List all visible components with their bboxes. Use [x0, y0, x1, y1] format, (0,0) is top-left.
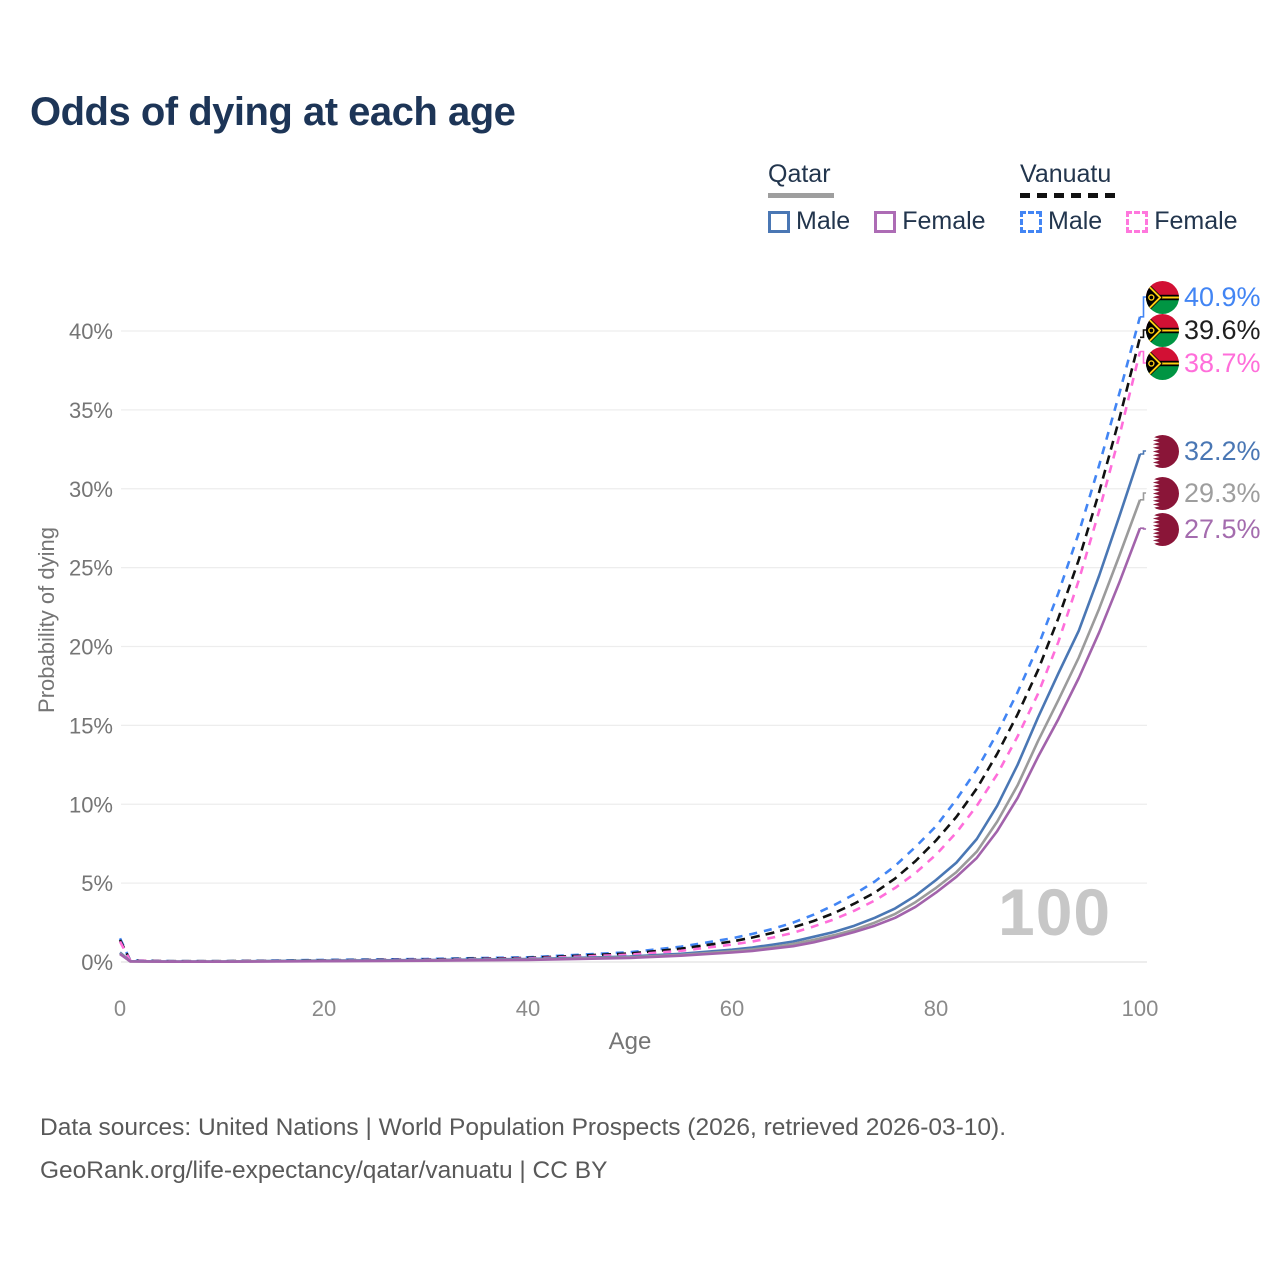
source-line-1: Data sources: United Nations | World Pop… [40, 1114, 1007, 1141]
legend-label-qatar-female: Female [902, 207, 986, 235]
y-tick-5: 5% [81, 871, 113, 896]
end-label-vanuatu-both: 39.6% [1146, 313, 1261, 347]
end-label-qatar-female: 27.5% [1146, 512, 1261, 546]
x-tick-100: 100 [1122, 996, 1159, 1021]
value-vanuatu-female: 38.7% [1184, 347, 1261, 378]
connector-qatar-male [1140, 450, 1147, 455]
source-line-2: GeoRank.org/life-expectancy/qatar/vanuat… [40, 1157, 608, 1184]
y-tick-40: 40% [69, 319, 113, 344]
connector-vanuatu-male [1140, 296, 1147, 318]
value-qatar-both: 29.3% [1184, 477, 1261, 508]
vanuatu-flag-icon [1146, 280, 1179, 314]
x-tick-20: 20 [312, 996, 336, 1021]
series-qatar-female [119, 527, 1142, 963]
connector-qatar-both-sexes [1140, 492, 1147, 501]
y-tick-20: 20% [69, 635, 113, 660]
page-title: Odds of dying at each age [30, 90, 516, 134]
vanuatu-both-sexes-line-swatch [1020, 193, 1116, 198]
vanuatu-flag-icon [1146, 346, 1179, 380]
value-qatar-female: 27.5% [1184, 513, 1261, 544]
legend-label-vanuatu-female: Female [1154, 207, 1238, 235]
x-tick-0: 0 [114, 996, 126, 1021]
legend-item-qatar-male[interactable]: Male [768, 207, 850, 236]
y-tick-25: 25% [69, 556, 113, 581]
legend-label-vanuatu-male: Male [1048, 207, 1103, 235]
end-label-qatar-male: 32.2% [1146, 434, 1261, 468]
legend-item-vanuatu-male[interactable]: Male [1020, 207, 1102, 236]
value-vanuatu-both: 39.6% [1184, 314, 1261, 345]
value-vanuatu-male: 40.9% [1184, 281, 1261, 312]
qatar-both-sexes-line-swatch [768, 193, 834, 198]
vanuatu-male-swatch [1020, 210, 1042, 233]
legend-item-qatar-female[interactable]: Female [874, 207, 986, 236]
x-tick-60: 60 [720, 996, 744, 1021]
legend-group-vanuatu: Vanuatu Male Female [1020, 160, 1238, 236]
series-vanuatu-both-sexes [118, 336, 1142, 963]
age-watermark: 100 [998, 875, 1112, 949]
vanuatu-flag-icon [1146, 313, 1179, 347]
connector-qatar-female [1140, 527, 1147, 530]
series-qatar-male [119, 453, 1142, 963]
value-qatar-male: 32.2% [1184, 435, 1261, 466]
legend-country-qatar: Qatar [768, 160, 831, 188]
series-vanuatu-male [118, 316, 1142, 963]
end-label-qatar-both: 29.3% [1146, 476, 1261, 510]
series-qatar-both-sexes [119, 499, 1142, 963]
x-tick-40: 40 [516, 996, 540, 1021]
vanuatu-female-swatch [1126, 210, 1149, 233]
data-source-note: Data sources: United Nations | World Pop… [40, 1106, 1006, 1192]
y-tick-35: 35% [69, 398, 113, 423]
connector-vanuatu-both-sexes [1140, 329, 1147, 339]
qatar-flag-icon [1146, 512, 1179, 546]
legend-label-qatar-male: Male [796, 207, 851, 235]
connector-vanuatu-female [1140, 350, 1147, 364]
y-tick-10: 10% [69, 792, 113, 817]
qatar-flag-icon [1146, 476, 1179, 510]
legend-group-qatar: Qatar Male Female [768, 160, 986, 236]
legend-country-vanuatu: Vanuatu [1020, 160, 1112, 188]
end-label-vanuatu-female: 38.7% [1146, 346, 1261, 380]
series-vanuatu-female [118, 351, 1142, 963]
x-tick-80: 80 [924, 996, 948, 1021]
qatar-male-swatch [768, 210, 790, 233]
qatar-female-swatch [874, 210, 897, 233]
qatar-flag-icon [1146, 434, 1179, 468]
y-tick-15: 15% [69, 713, 113, 738]
x-axis-title: Age [608, 1028, 652, 1055]
legend-item-vanuatu-female[interactable]: Female [1126, 207, 1238, 236]
end-label-vanuatu-male: 40.9% [1146, 280, 1261, 314]
y-tick-30: 30% [69, 477, 113, 502]
y-tick-0: 0% [81, 950, 113, 975]
y-axis-title: Probability of dying [34, 527, 59, 713]
